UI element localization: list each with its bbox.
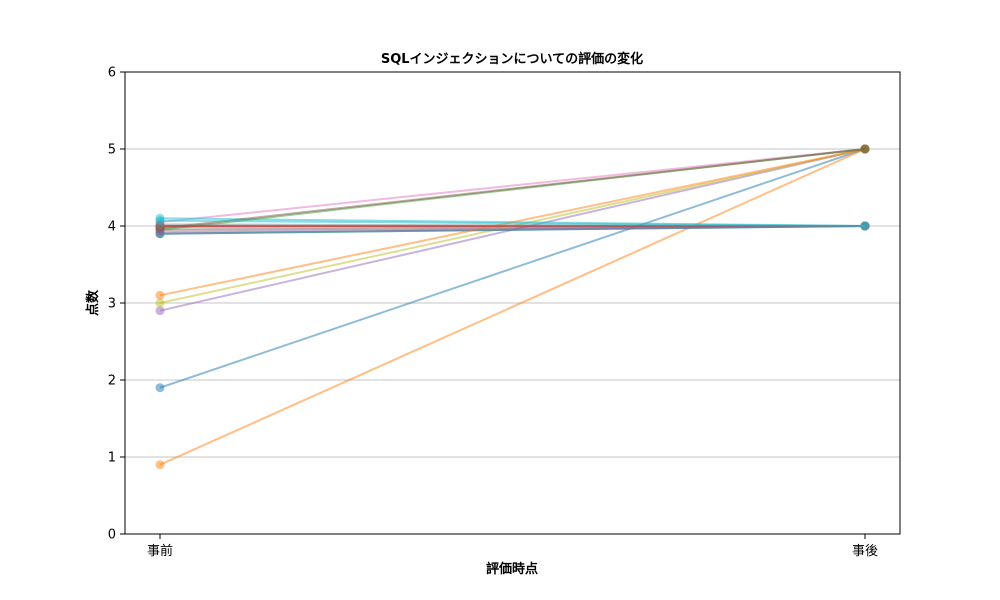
grid-lines <box>125 148 900 458</box>
series-line <box>159 148 866 230</box>
y-tick-label: 3 <box>108 297 116 312</box>
series-layer <box>155 144 870 470</box>
y-tick-label: 0 <box>108 528 116 543</box>
y-axis-title: 点数 <box>85 289 101 316</box>
data-point <box>155 290 165 300</box>
x-tick-label: 事後 <box>852 544 878 559</box>
x-axis: 事前 事後 <box>147 534 878 559</box>
y-tick-label: 6 <box>108 66 116 81</box>
series-line <box>159 225 866 234</box>
data-point <box>155 460 165 470</box>
y-tick-label: 2 <box>108 374 116 389</box>
data-point <box>155 298 165 308</box>
data-point <box>860 144 870 154</box>
series-7 <box>155 144 870 227</box>
y-tick-label: 5 <box>108 143 116 158</box>
series-line <box>159 219 866 227</box>
data-point <box>860 221 870 231</box>
series-line <box>159 148 866 297</box>
y-tick-label: 1 <box>108 451 116 466</box>
series-line <box>159 148 866 466</box>
x-tick-label: 事前 <box>147 543 173 559</box>
data-point <box>155 306 165 316</box>
y-axis: 0 1 2 3 4 5 6 <box>108 66 125 543</box>
series-2 <box>155 144 870 470</box>
series-line <box>159 148 866 224</box>
x-axis-title: 評価時点 <box>486 561 538 577</box>
chart-title: SQLインジェクションについての評価の変化 <box>381 51 643 67</box>
data-point <box>155 216 165 226</box>
series-1 <box>155 144 870 393</box>
y-tick-label: 4 <box>108 220 116 235</box>
data-point <box>155 383 165 393</box>
series-18 <box>155 216 870 231</box>
series-line <box>159 148 866 389</box>
